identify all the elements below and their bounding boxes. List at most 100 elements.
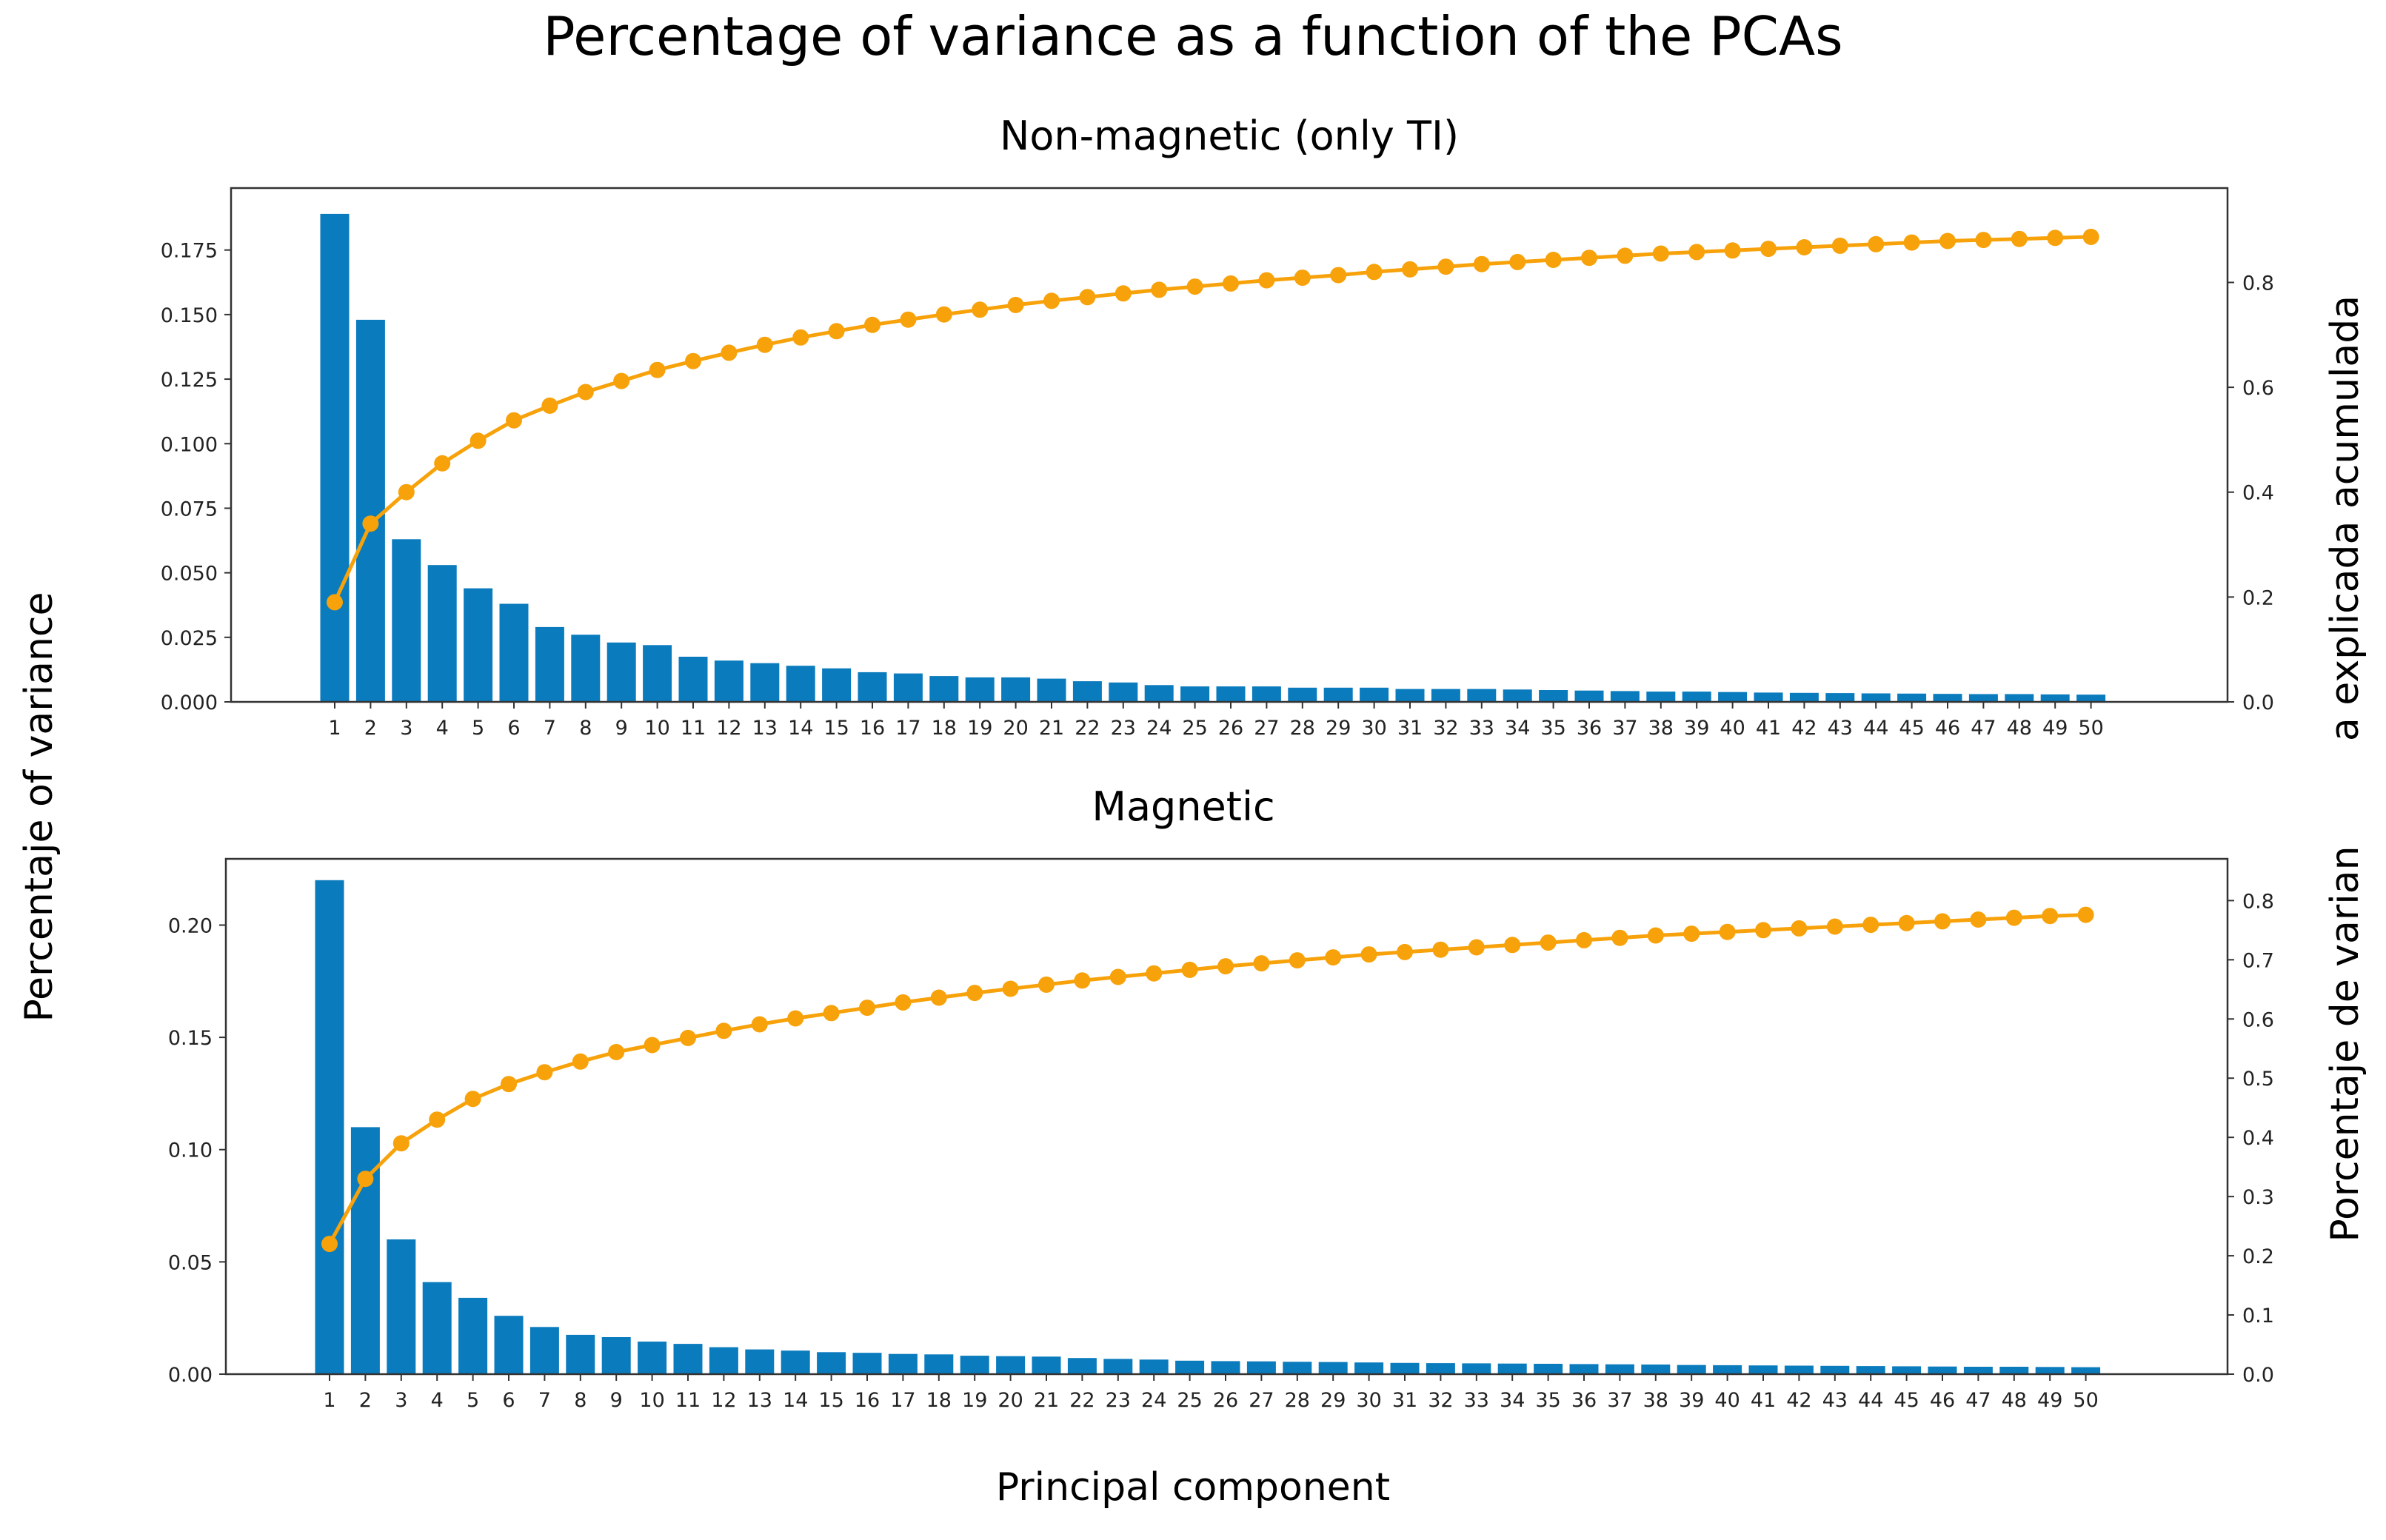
magnetic-x-tick-label-18: 18 [926,1389,952,1412]
magnetic-bar-27 [1246,1361,1276,1374]
non-magnetic-cumulative-point-14 [792,329,809,346]
magnetic-bar-36 [1569,1364,1599,1374]
magnetic-x-tick-label-50: 50 [2073,1389,2098,1412]
non-magnetic-bar-43 [1825,693,1855,702]
non-magnetic-x-tick-label-7: 7 [544,717,556,740]
magnetic-bar-23 [1103,1359,1133,1374]
magnetic-x-tick-label-27: 27 [1249,1389,1274,1412]
magnetic-x-tick-label-6: 6 [502,1389,515,1412]
magnetic-cumulative-point-7 [536,1064,553,1081]
magnetic-x-tick-label-12: 12 [711,1389,736,1412]
magnetic-cumulative-point-36 [1576,931,1592,948]
non-magnetic-x-tick-label-25: 25 [1182,717,1207,740]
magnetic-bar-32 [1426,1363,1455,1374]
magnetic-bar-33 [1462,1363,1491,1374]
non-magnetic-cumulative-point-35 [1545,252,1562,268]
magnetic-x-tick-label-5: 5 [467,1389,479,1412]
magnetic-cumulative-point-48 [2005,909,2022,926]
non-magnetic-cumulative-point-30 [1366,264,1383,281]
non-magnetic-bar-37 [1610,691,1640,702]
magnetic-cumulative-point-19 [966,985,983,1002]
magnetic-bar-16 [852,1353,882,1374]
non-magnetic-cumulative-point-21 [1043,292,1060,309]
magnetic-left-y-tick-label-3: 0.15 [168,1027,213,1050]
non-magnetic-cumulative-point-48 [2011,230,2028,247]
shared-x-axis-label: Principal component [996,1465,1390,1510]
magnetic-bar-43 [1820,1365,1850,1374]
magnetic-cumulative-point-12 [715,1022,732,1040]
non-magnetic-bar-10 [643,645,672,702]
non-magnetic-cumulative-point-10 [649,361,666,378]
magnetic-cumulative-point-27 [1253,955,1270,972]
non-magnetic-x-tick-label-3: 3 [400,717,412,740]
non-magnetic-cumulative-point-49 [2047,230,2064,247]
magnetic-left-y-tick-label-1: 0.05 [168,1251,213,1274]
non-magnetic-x-tick-label-43: 43 [1828,717,1853,740]
non-magnetic-bar-39 [1682,692,1711,702]
magnetic-x-tick-label-1: 1 [323,1389,335,1412]
panel-magnetic-plot-area: 1 2 3 4 5 6 7 8 9 10 11 12 13 14 15 16 17 18 19 20 21 22 23 24 2… [168,857,2274,1412]
non-magnetic-cumulative-point-44 [1868,235,1885,252]
magnetic-x-tick-label-22: 22 [1069,1389,1095,1412]
magnetic-bar-24 [1139,1359,1169,1374]
non-magnetic-bar-44 [1861,693,1891,702]
non-magnetic-cumulative-point-39 [1688,244,1705,261]
magnetic-cumulative-point-21 [1038,976,1055,993]
magnetic-cumulative-line [327,913,2086,1245]
magnetic-x-tick-label-29: 29 [1320,1389,1346,1412]
non-magnetic-cumulative-point-11 [685,352,701,369]
magnetic-x-tick-label-32: 32 [1428,1389,1453,1412]
magnetic-x-tick-label-28: 28 [1285,1389,1310,1412]
magnetic-cumulative-point-22 [1074,972,1091,989]
non-magnetic-cumulative-point-24 [1151,281,1168,298]
magnetic-right-y-tick-label-0: 0.0 [2242,1364,2274,1387]
magnetic-bar-41 [1748,1365,1778,1374]
non-magnetic-x-tick-label-29: 29 [1326,717,1351,740]
magnetic-cumulative-point-49 [2042,908,2059,925]
non-magnetic-x-tick-label-14: 14 [788,717,813,740]
magnetic-x-tick-label-23: 23 [1106,1389,1131,1412]
non-magnetic-cumulative-point-32 [1437,258,1454,275]
non-magnetic-bar-15 [822,668,852,702]
non-magnetic-cumulative-point-15 [828,323,845,340]
magnetic-x-tick-label-34: 34 [1500,1389,1525,1412]
magnetic-bar-21 [1032,1356,1061,1374]
non-magnetic-cumulative-point-16 [864,316,880,333]
non-magnetic-cumulative-point-17 [900,311,917,328]
magnetic-cumulative-point-32 [1432,941,1449,958]
magnetic-bar-12 [709,1347,738,1374]
non-magnetic-x-tick-label-37: 37 [1612,717,1637,740]
magnetic-x-tick-label-37: 37 [1607,1389,1632,1412]
non-magnetic-cumulative-point-4 [434,455,451,472]
non-magnetic-x-tick-label-9: 9 [615,717,628,740]
magnetic-bar-5 [458,1297,488,1374]
magnetic-cumulative-point-23 [1109,968,1126,985]
non-magnetic-x-tick-label-35: 35 [1540,717,1565,740]
magnetic-cumulative-point-39 [1683,925,1700,943]
magnetic-left-y-tick-label-4: 0.20 [168,914,213,937]
non-magnetic-left-y-tick-label-0: 0.000 [161,692,218,714]
magnetic-right-y-tick-label-6: 0.6 [2242,1008,2274,1031]
non-magnetic-bar-4 [427,565,457,702]
magnetic-right-y-tick-label-4: 0.4 [2242,1127,2274,1150]
non-magnetic-bar-14 [786,666,815,702]
non-magnetic-bar-5 [464,588,493,702]
non-magnetic-x-tick-label-26: 26 [1218,717,1243,740]
magnetic-x-tick-label-11: 11 [675,1389,701,1412]
magnetic-bar-45 [1892,1366,1922,1374]
magnetic-x-tick-label-17: 17 [890,1389,915,1412]
magnetic-bar-44 [1856,1366,1885,1374]
non-magnetic-left-y-tick-label-5: 0.125 [161,369,218,392]
non-magnetic-bar-33 [1467,689,1497,702]
magnetic-right-y-tick-label-3: 0.3 [2242,1186,2274,1209]
magnetic-cumulative-point-18 [930,989,947,1006]
non-magnetic-cumulative-point-12 [721,344,738,361]
non-magnetic-bar-34 [1503,689,1532,702]
non-magnetic-right-y-tick-label-2: 0.4 [2242,482,2274,505]
magnetic-x-tick-label-33: 33 [1464,1389,1489,1412]
non-magnetic-cumulative-line [332,235,2091,603]
non-magnetic-x-tick-label-8: 8 [579,717,592,740]
non-magnetic-x-tick-label-31: 31 [1397,717,1423,740]
non-magnetic-x-tick-label-23: 23 [1111,717,1136,740]
